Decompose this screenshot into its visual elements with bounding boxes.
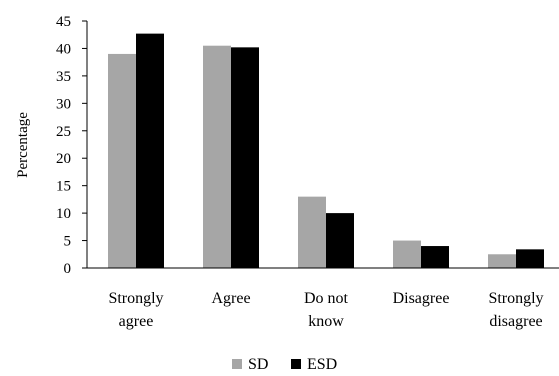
y-tick-label: 40 <box>56 41 71 57</box>
category-label: disagree <box>489 313 542 330</box>
legend-label-sd: SD <box>248 356 268 373</box>
bar-esd-4 <box>421 246 449 268</box>
y-tick-label: 45 <box>56 14 71 30</box>
category-label: Do not <box>304 290 349 307</box>
legend-swatch-esd <box>291 359 301 369</box>
category-label: Strongly <box>488 290 543 307</box>
axes <box>86 21 559 269</box>
category-label: Disagree <box>393 290 450 307</box>
bar-sd-3 <box>298 196 326 268</box>
y-axis-ticks: 0 5 10 15 20 25 30 35 40 45 <box>56 14 87 277</box>
bar-sd-1 <box>108 53 136 268</box>
y-tick-label: 20 <box>56 151 71 167</box>
legend-swatch-sd <box>232 359 242 369</box>
y-axis-title: Percentage <box>15 112 31 178</box>
category-labels: Strongly agree Agree Do not know Disagree Stro… <box>108 290 543 330</box>
bar-sd-2 <box>203 45 231 269</box>
category-label: agree <box>119 313 154 330</box>
y-tick-label: 15 <box>56 179 71 195</box>
legend-label-esd: ESD <box>307 356 337 373</box>
bar-sd-4 <box>393 240 421 268</box>
y-tick-label: 5 <box>64 234 72 250</box>
bar-esd-1 <box>136 33 164 268</box>
category-label: Agree <box>211 290 250 307</box>
bar-esd-5 <box>516 249 544 268</box>
legend: SD ESD <box>232 356 337 373</box>
bars <box>108 33 544 269</box>
y-tick-label: 25 <box>56 124 71 140</box>
bar-esd-3 <box>326 213 354 268</box>
y-tick-label: 0 <box>64 261 72 277</box>
bar-esd-2 <box>231 47 259 269</box>
category-label: Strongly <box>108 290 163 307</box>
y-tick-label: 35 <box>56 69 71 85</box>
y-tick-label: 10 <box>56 206 71 222</box>
bar-sd-5 <box>488 254 516 268</box>
category-label: know <box>308 313 344 330</box>
y-tick-label: 30 <box>56 96 71 112</box>
